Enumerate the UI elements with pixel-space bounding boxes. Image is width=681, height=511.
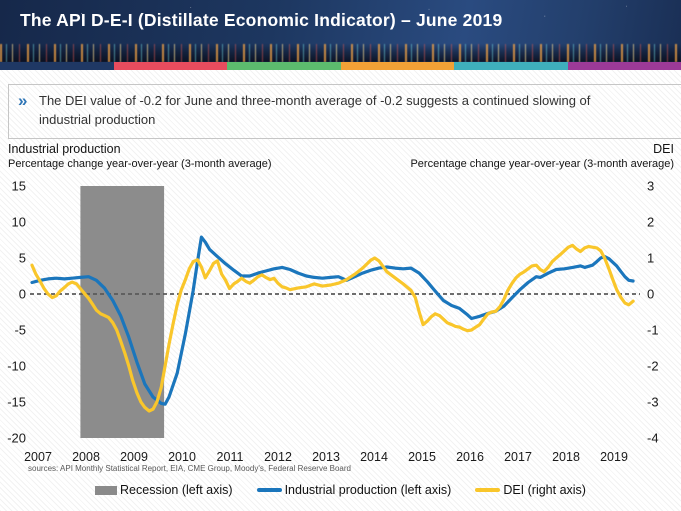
stripe-segment (454, 62, 568, 70)
right-axis-header: DEI Percentage change year-over-year (3-… (410, 142, 674, 170)
recession-swatch (95, 485, 118, 495)
sources-note: sources: API Monthly Statistical Report,… (28, 464, 351, 473)
stripe-segment (567, 62, 681, 70)
stripe-segment (113, 62, 227, 70)
right-axis-title: DEI (653, 142, 674, 156)
city-skyline-image (0, 44, 681, 62)
left-axis-title: Industrial production (8, 142, 121, 156)
callout-text: The DEI value of -0.2 for June and three… (39, 93, 591, 127)
left-axis-subtitle: Percentage change year-over-year (3-mont… (8, 158, 272, 170)
key-message-callout: » The DEI value of -0.2 for June and thr… (8, 84, 681, 139)
legend-item-recession: Recession (left axis) (95, 483, 233, 497)
left-axis-header: Industrial production Percentage change … (8, 142, 272, 170)
legend-label: DEI (right axis) (503, 483, 586, 497)
stripe-segment (0, 62, 114, 70)
slide-header-banner: The API D-E-I (Distillate Economic Indic… (0, 0, 681, 62)
stripe-segment (340, 62, 454, 70)
chart-legend: Recession (left axis) Industrial product… (0, 483, 681, 497)
legend-item-dei: DEI (right axis) (475, 483, 586, 497)
right-axis-subtitle: Percentage change year-over-year (3-mont… (410, 158, 674, 170)
dei-swatch (475, 488, 501, 492)
industrial-production-swatch (256, 488, 282, 492)
legend-label: Recession (left axis) (120, 483, 233, 497)
stripe-segment (227, 62, 341, 70)
page-title: The API D-E-I (Distillate Economic Indic… (20, 10, 503, 30)
chevron-double-right-icon: » (18, 91, 28, 110)
legend-item-industrial-production: Industrial production (left axis) (256, 483, 452, 497)
legend-label: Industrial production (left axis) (284, 483, 452, 497)
brand-color-stripe (0, 62, 681, 70)
